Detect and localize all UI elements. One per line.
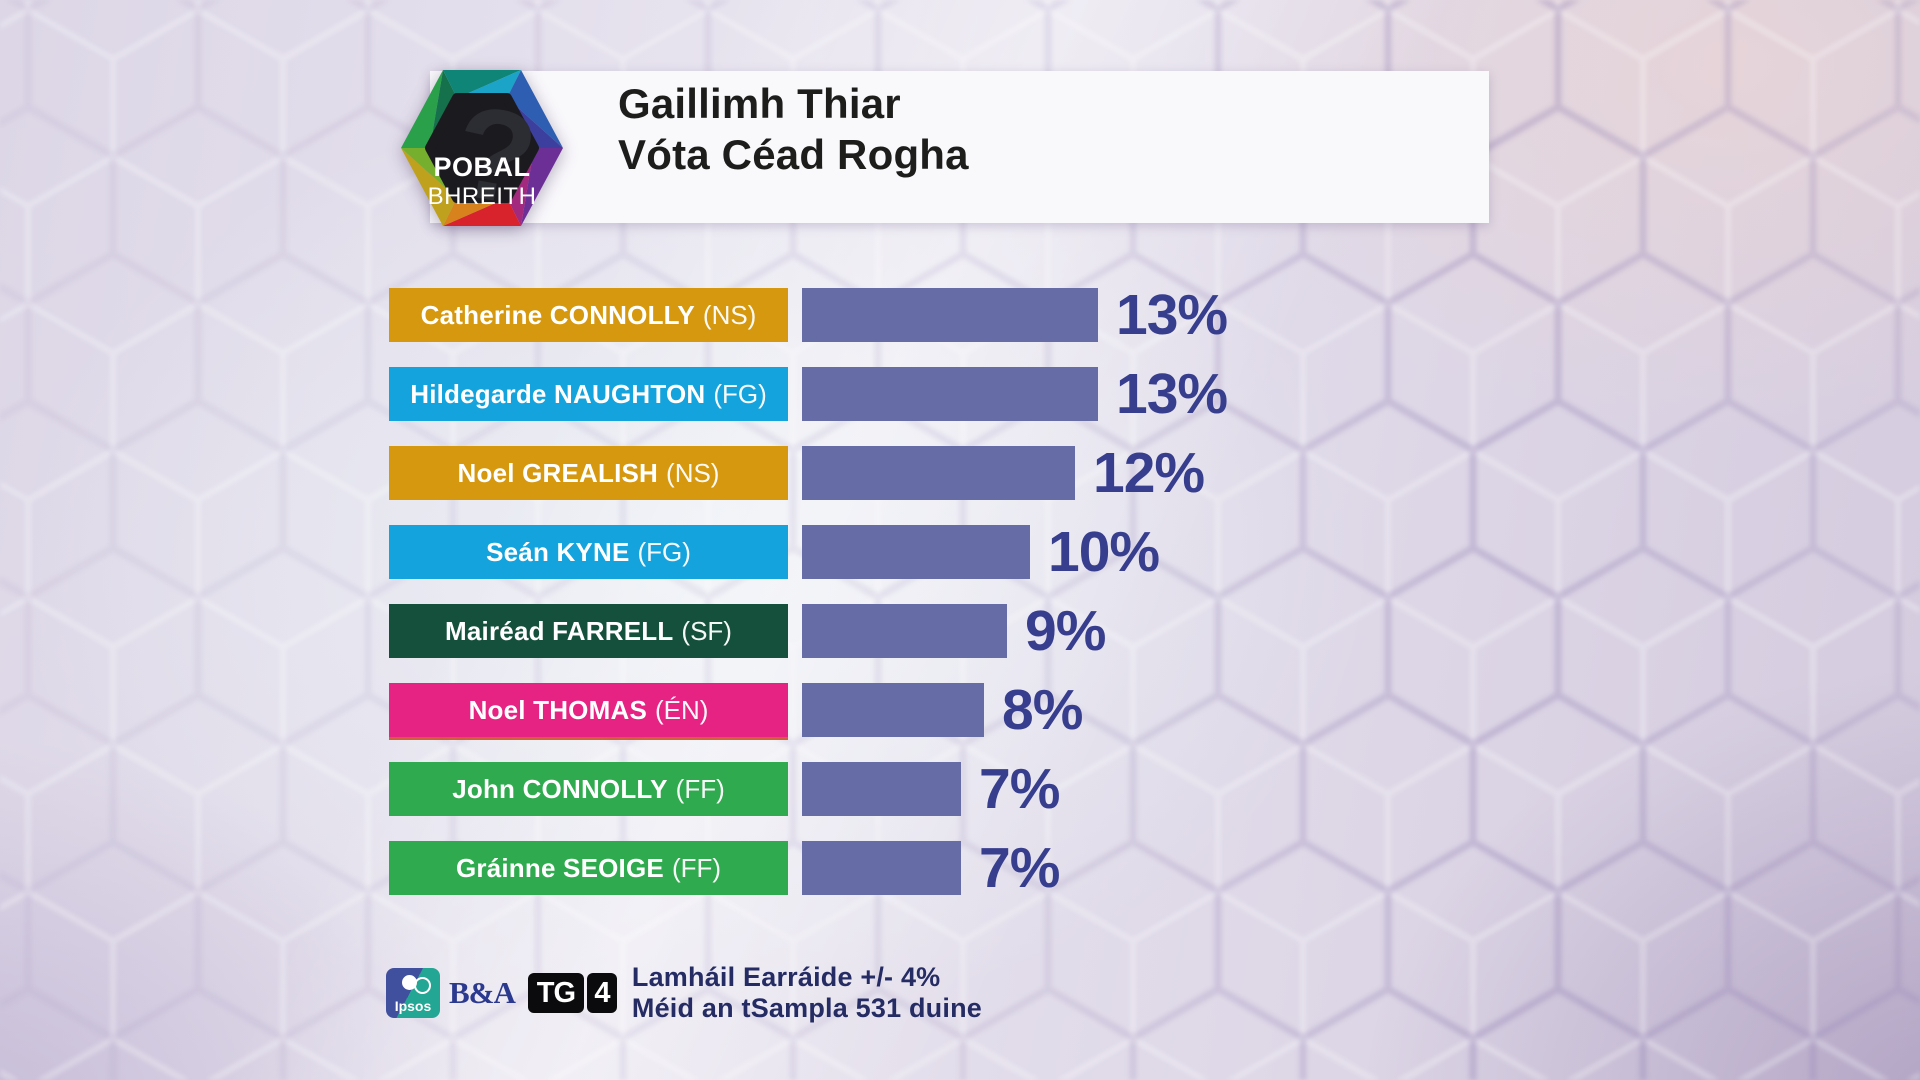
party-tag: (FF) xyxy=(671,852,722,883)
pobal-bhreith-logo: ? POBAL BHREITH xyxy=(401,70,563,234)
candidate-label: Seán KYNE (FG) xyxy=(389,525,788,579)
title-line-1: Gaillimh Thiar xyxy=(618,80,901,127)
party-tag: (NS) xyxy=(702,299,757,330)
chart-row: Noel GREALISH (NS) 12% xyxy=(389,441,1227,505)
party-tag: (ÉN) xyxy=(655,694,709,725)
candidate-label: John CONNOLLY (FF) xyxy=(389,762,788,816)
candidate-name: Hildegarde NAUGHTON xyxy=(410,378,706,409)
candidate-name: Noel GREALISH xyxy=(457,457,659,488)
sample-size: Méid an tSampla 531 duine xyxy=(631,993,982,1023)
candidate-name: Mairéad FARRELL xyxy=(445,615,674,646)
ipsos-profile-icon xyxy=(402,975,417,990)
tg4-logo-tg-block: TG xyxy=(527,973,584,1013)
chart-row: John CONNOLLY (FF) 7% xyxy=(389,757,1227,821)
candidate-label: Gráinne SEOIGE (FF) xyxy=(389,841,788,895)
value-label: 9% xyxy=(1025,599,1106,663)
candidate-name: Gráinne SEOIGE xyxy=(455,852,664,883)
bar xyxy=(802,446,1075,500)
footer: Ipsos B&A TG 4 Lamháil Earráide +/- 4% M… xyxy=(386,962,982,1024)
bar xyxy=(802,683,984,737)
bar xyxy=(802,841,961,895)
ipsos-wordmark: Ipsos xyxy=(394,998,432,1014)
chart-row: Catherine CONNOLLY (NS) 13% xyxy=(389,283,1228,347)
bar xyxy=(802,525,1030,579)
candidate-label: Catherine CONNOLLY (NS) xyxy=(389,288,788,342)
bar xyxy=(802,288,1098,342)
party-tag: (FG) xyxy=(713,378,767,409)
tg4-logo: TG 4 xyxy=(527,973,617,1013)
party-tag: (FF) xyxy=(675,773,725,804)
chart-row: Mairéad FARRELL (SF) 9% xyxy=(389,599,1227,663)
candidate-name: Seán KYNE xyxy=(486,536,630,567)
chart-row: Seán KYNE (FG) 10% xyxy=(389,520,1227,584)
candidate-label: Noel GREALISH (NS) xyxy=(389,446,788,500)
logo-center-hexagon xyxy=(425,93,539,203)
candidate-label: Mairéad FARRELL (SF) xyxy=(389,604,788,658)
value-label: 10% xyxy=(1048,520,1160,584)
logo-text-pobal: POBAL xyxy=(434,152,531,182)
candidate-name: John CONNOLLY xyxy=(452,773,668,804)
ipsos-profile-outline-icon xyxy=(414,977,431,994)
header-band xyxy=(430,71,1489,223)
title-line-2: Vóta Céad Rogha xyxy=(618,131,969,178)
value-label: 13% xyxy=(1116,362,1228,426)
bar xyxy=(802,367,1098,421)
bar xyxy=(802,604,1007,658)
bar xyxy=(802,762,961,816)
value-label: 13% xyxy=(1116,283,1228,347)
party-tag: (NS) xyxy=(666,457,720,488)
tg4-logo-4-block: 4 xyxy=(586,973,617,1013)
value-label: 12% xyxy=(1093,441,1205,505)
party-tag: (FG) xyxy=(637,536,691,567)
value-label: 7% xyxy=(979,757,1060,821)
bar-chart: Catherine CONNOLLY (NS) 13% Hildegarde N… xyxy=(389,283,1228,900)
margin-of-error: Lamháil Earráide +/- 4% xyxy=(631,962,941,992)
ipsos-logo: Ipsos xyxy=(386,968,440,1018)
methodology-note: Lamháil Earráide +/- 4% Méid an tSampla … xyxy=(632,962,982,1024)
page-title: Gaillimh Thiar Vóta Céad Rogha xyxy=(618,78,969,180)
value-label: 7% xyxy=(979,836,1060,900)
ba-logo: B&A xyxy=(449,975,516,1010)
candidate-name: Catherine CONNOLLY xyxy=(420,299,695,330)
chart-row: Hildegarde NAUGHTON (FG) 13% xyxy=(389,362,1228,426)
candidate-name: Noel THOMAS xyxy=(468,694,647,725)
party-tag: (SF) xyxy=(681,615,732,646)
value-label: 8% xyxy=(1002,678,1083,742)
candidate-label: Noel THOMAS (ÉN) xyxy=(389,683,788,737)
chart-row: Gráinne SEOIGE (FF) 7% xyxy=(389,836,1227,900)
chart-row: Noel THOMAS (ÉN) 8% xyxy=(389,678,1227,742)
logo-text-bhreith: BHREITH xyxy=(428,183,537,210)
candidate-label: Hildegarde NAUGHTON (FG) xyxy=(389,367,788,421)
